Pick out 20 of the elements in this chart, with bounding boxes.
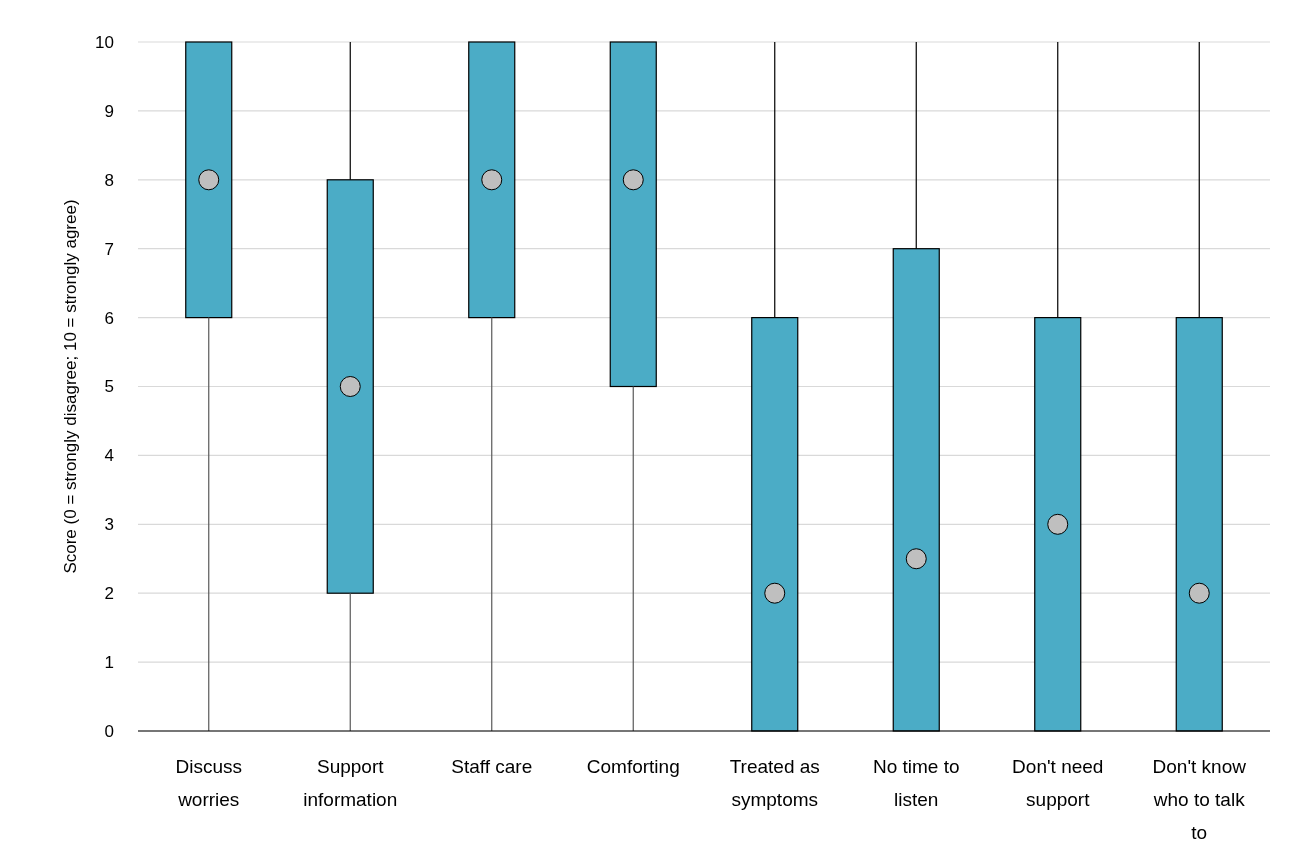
y-tick-label: 4 [104, 446, 114, 466]
x-tick-label: Don't know who to talk to [1152, 756, 1247, 843]
y-tick-label: 1 [104, 653, 114, 673]
y-axis-title: Score (0 = strongly disagree; 10 = strongly agree) [61, 199, 80, 574]
y-tick-label: 8 [104, 170, 114, 190]
x-tick-label: Discuss worries [175, 756, 243, 810]
x-tick-label: Treated as symptoms [729, 756, 820, 810]
y-tick-label: 2 [104, 584, 114, 604]
y-tick-label: 5 [104, 377, 114, 397]
x-tick-label: Don't need support [1012, 756, 1104, 810]
y-tick-label: 6 [104, 308, 114, 328]
y-tick-label: 9 [104, 101, 114, 121]
y-tick-label: 3 [104, 515, 114, 535]
x-tick-label: No time to listen [872, 756, 960, 810]
y-tick-label: 7 [104, 239, 114, 259]
y-tick-label: 10 [95, 32, 114, 52]
y-tick-label: 0 [104, 721, 114, 741]
x-tick-label: Comforting [586, 756, 680, 777]
x-tick-label: Support information [303, 756, 398, 810]
x-tick-label: Staff care [451, 756, 533, 777]
